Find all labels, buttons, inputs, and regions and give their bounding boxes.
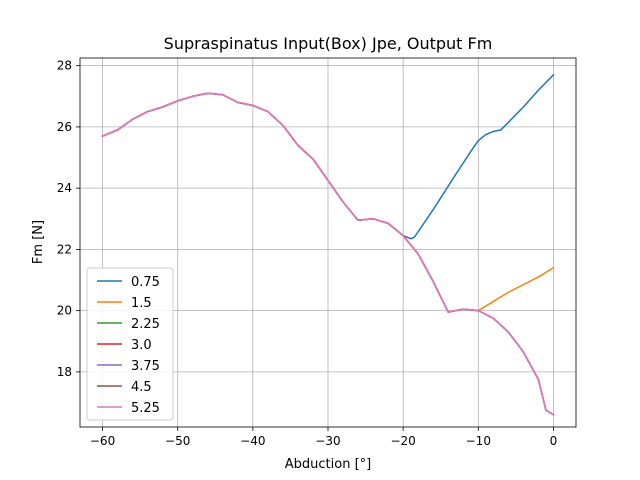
legend-label: 3.0	[131, 338, 152, 353]
y-tick-label: 26	[57, 120, 72, 134]
x-tick-label: −10	[466, 434, 491, 448]
y-tick-label: 28	[57, 59, 72, 73]
series-line-6	[101, 92, 555, 416]
legend-label: 1.5	[131, 296, 152, 311]
y-tick-label: 20	[57, 304, 72, 318]
legend-label: 4.5	[131, 380, 152, 395]
y-tick-label: 24	[57, 181, 72, 195]
x-tick-label: −20	[390, 434, 415, 448]
legend-box	[86, 267, 174, 421]
chart-title: Supraspinatus Input(Box) Jpe, Output Fm	[164, 34, 493, 53]
legend-label: 0.75	[131, 275, 160, 290]
y-tick-label: 22	[57, 242, 72, 256]
series-lines	[101, 73, 555, 416]
x-axis-label: Abduction [°]	[285, 457, 371, 472]
y-tick-label: 18	[57, 365, 72, 379]
x-tick-label: −60	[90, 434, 115, 448]
x-axis-ticks: −60 −50 −40 −30 −20 −10 0	[90, 427, 557, 448]
legend-items: 0.75 1.5 2.25 3.0 3.75 4.5 5.25	[97, 275, 160, 416]
legend: 0.75 1.5 2.25 3.0 3.75 4.5 5.25	[86, 267, 174, 421]
x-tick-label: −50	[165, 434, 190, 448]
legend-label: 5.25	[131, 401, 160, 416]
x-tick-label: −30	[315, 434, 340, 448]
x-tick-label: −40	[240, 434, 265, 448]
y-axis-label: Fm [N]	[31, 220, 46, 264]
x-tick-label: 0	[550, 434, 558, 448]
y-axis-ticks: 18 20 22 24 26 28	[57, 59, 80, 379]
legend-label: 3.75	[131, 359, 160, 374]
legend-label: 2.25	[131, 317, 160, 332]
